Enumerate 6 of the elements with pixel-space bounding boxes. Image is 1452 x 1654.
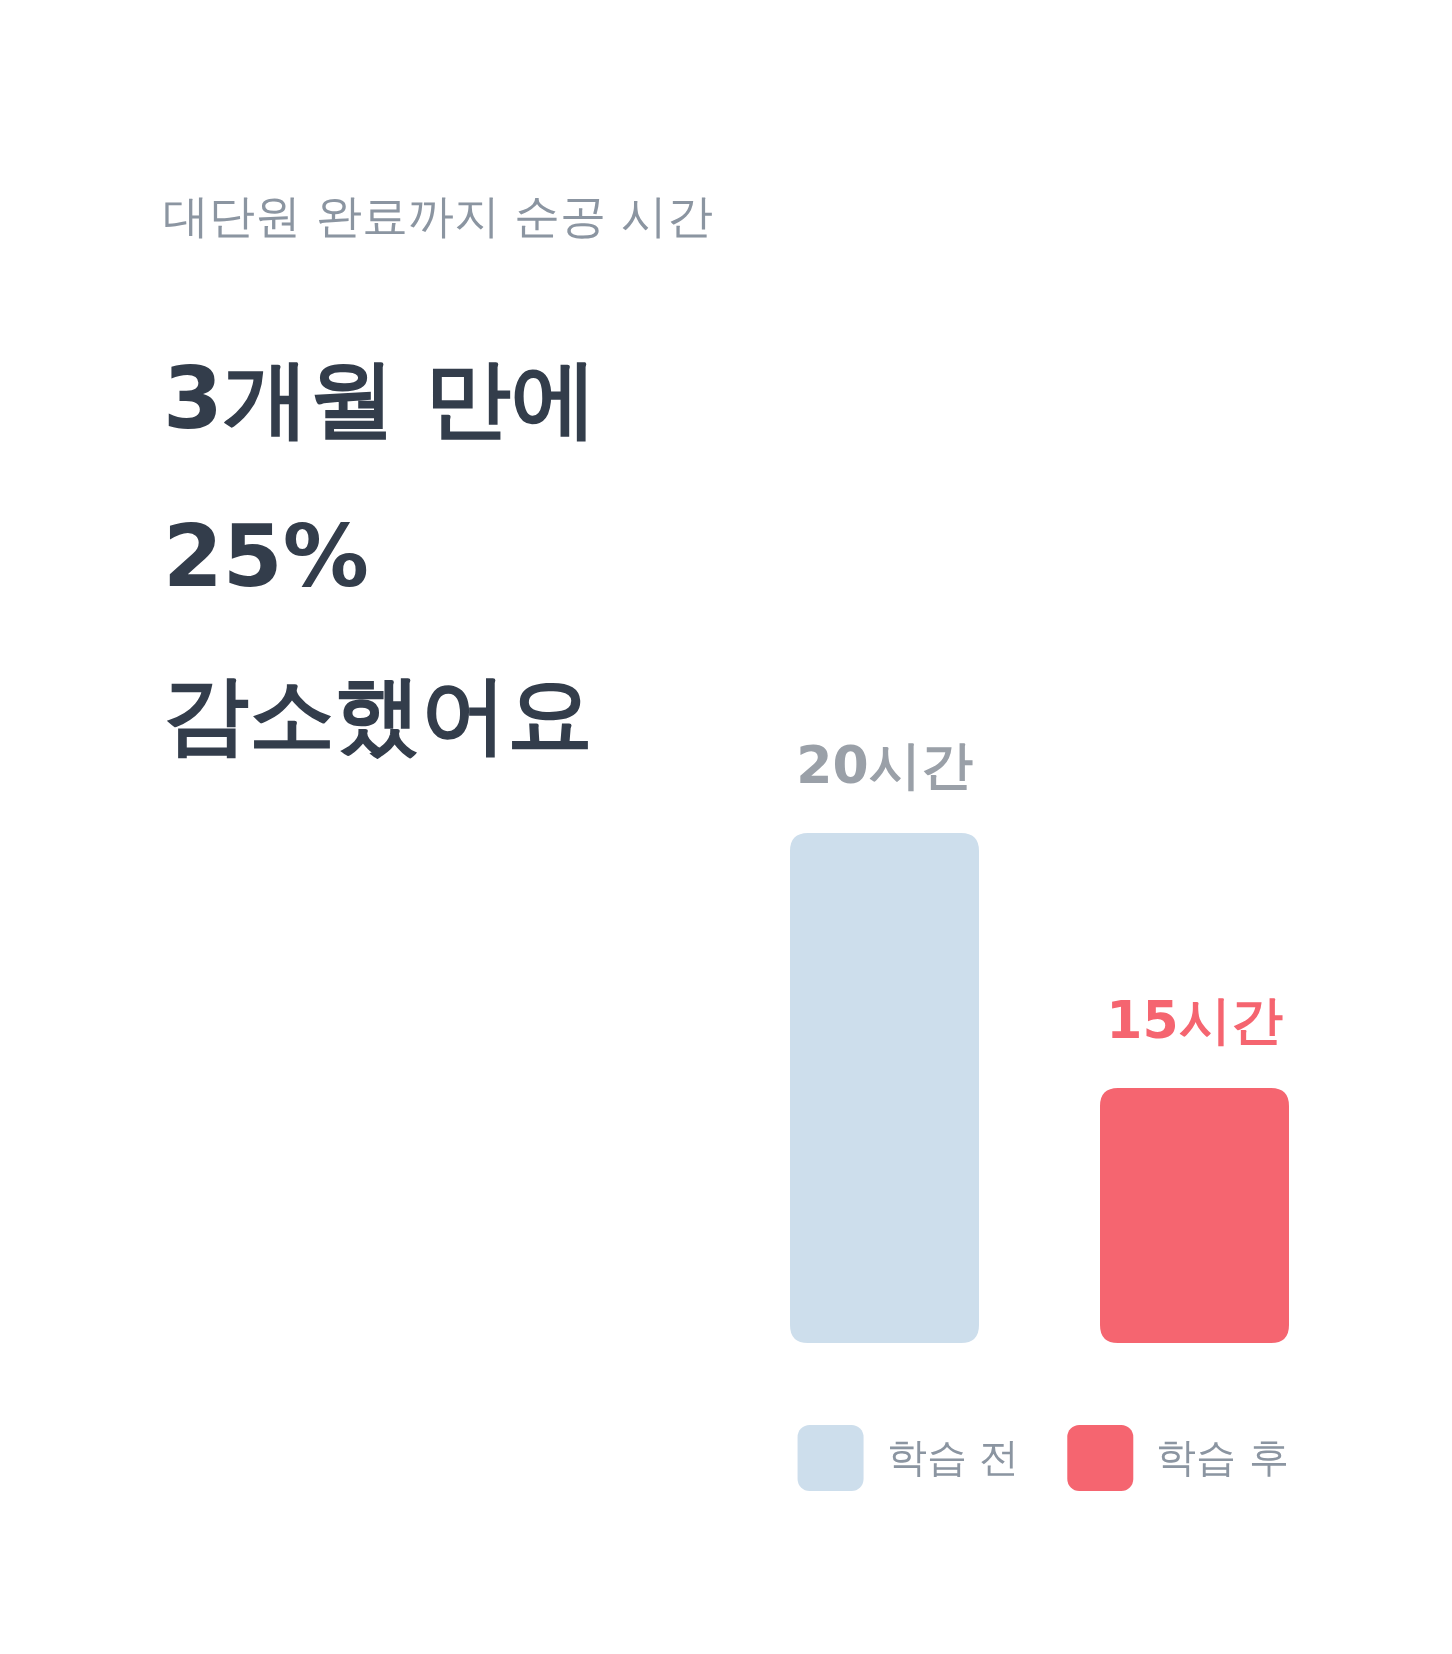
- legend-label: 학습 후: [1156, 1434, 1289, 1480]
- chart-subtitle: 대단원 완료까지 순공 시간: [163, 189, 713, 243]
- chart-title: 3개월 만에 25% 감소했어요: [163, 348, 597, 764]
- data-label: 20시간: [796, 735, 973, 795]
- data-label: 15시간: [1106, 990, 1283, 1050]
- legend-label: 학습 전: [886, 1434, 1020, 1480]
